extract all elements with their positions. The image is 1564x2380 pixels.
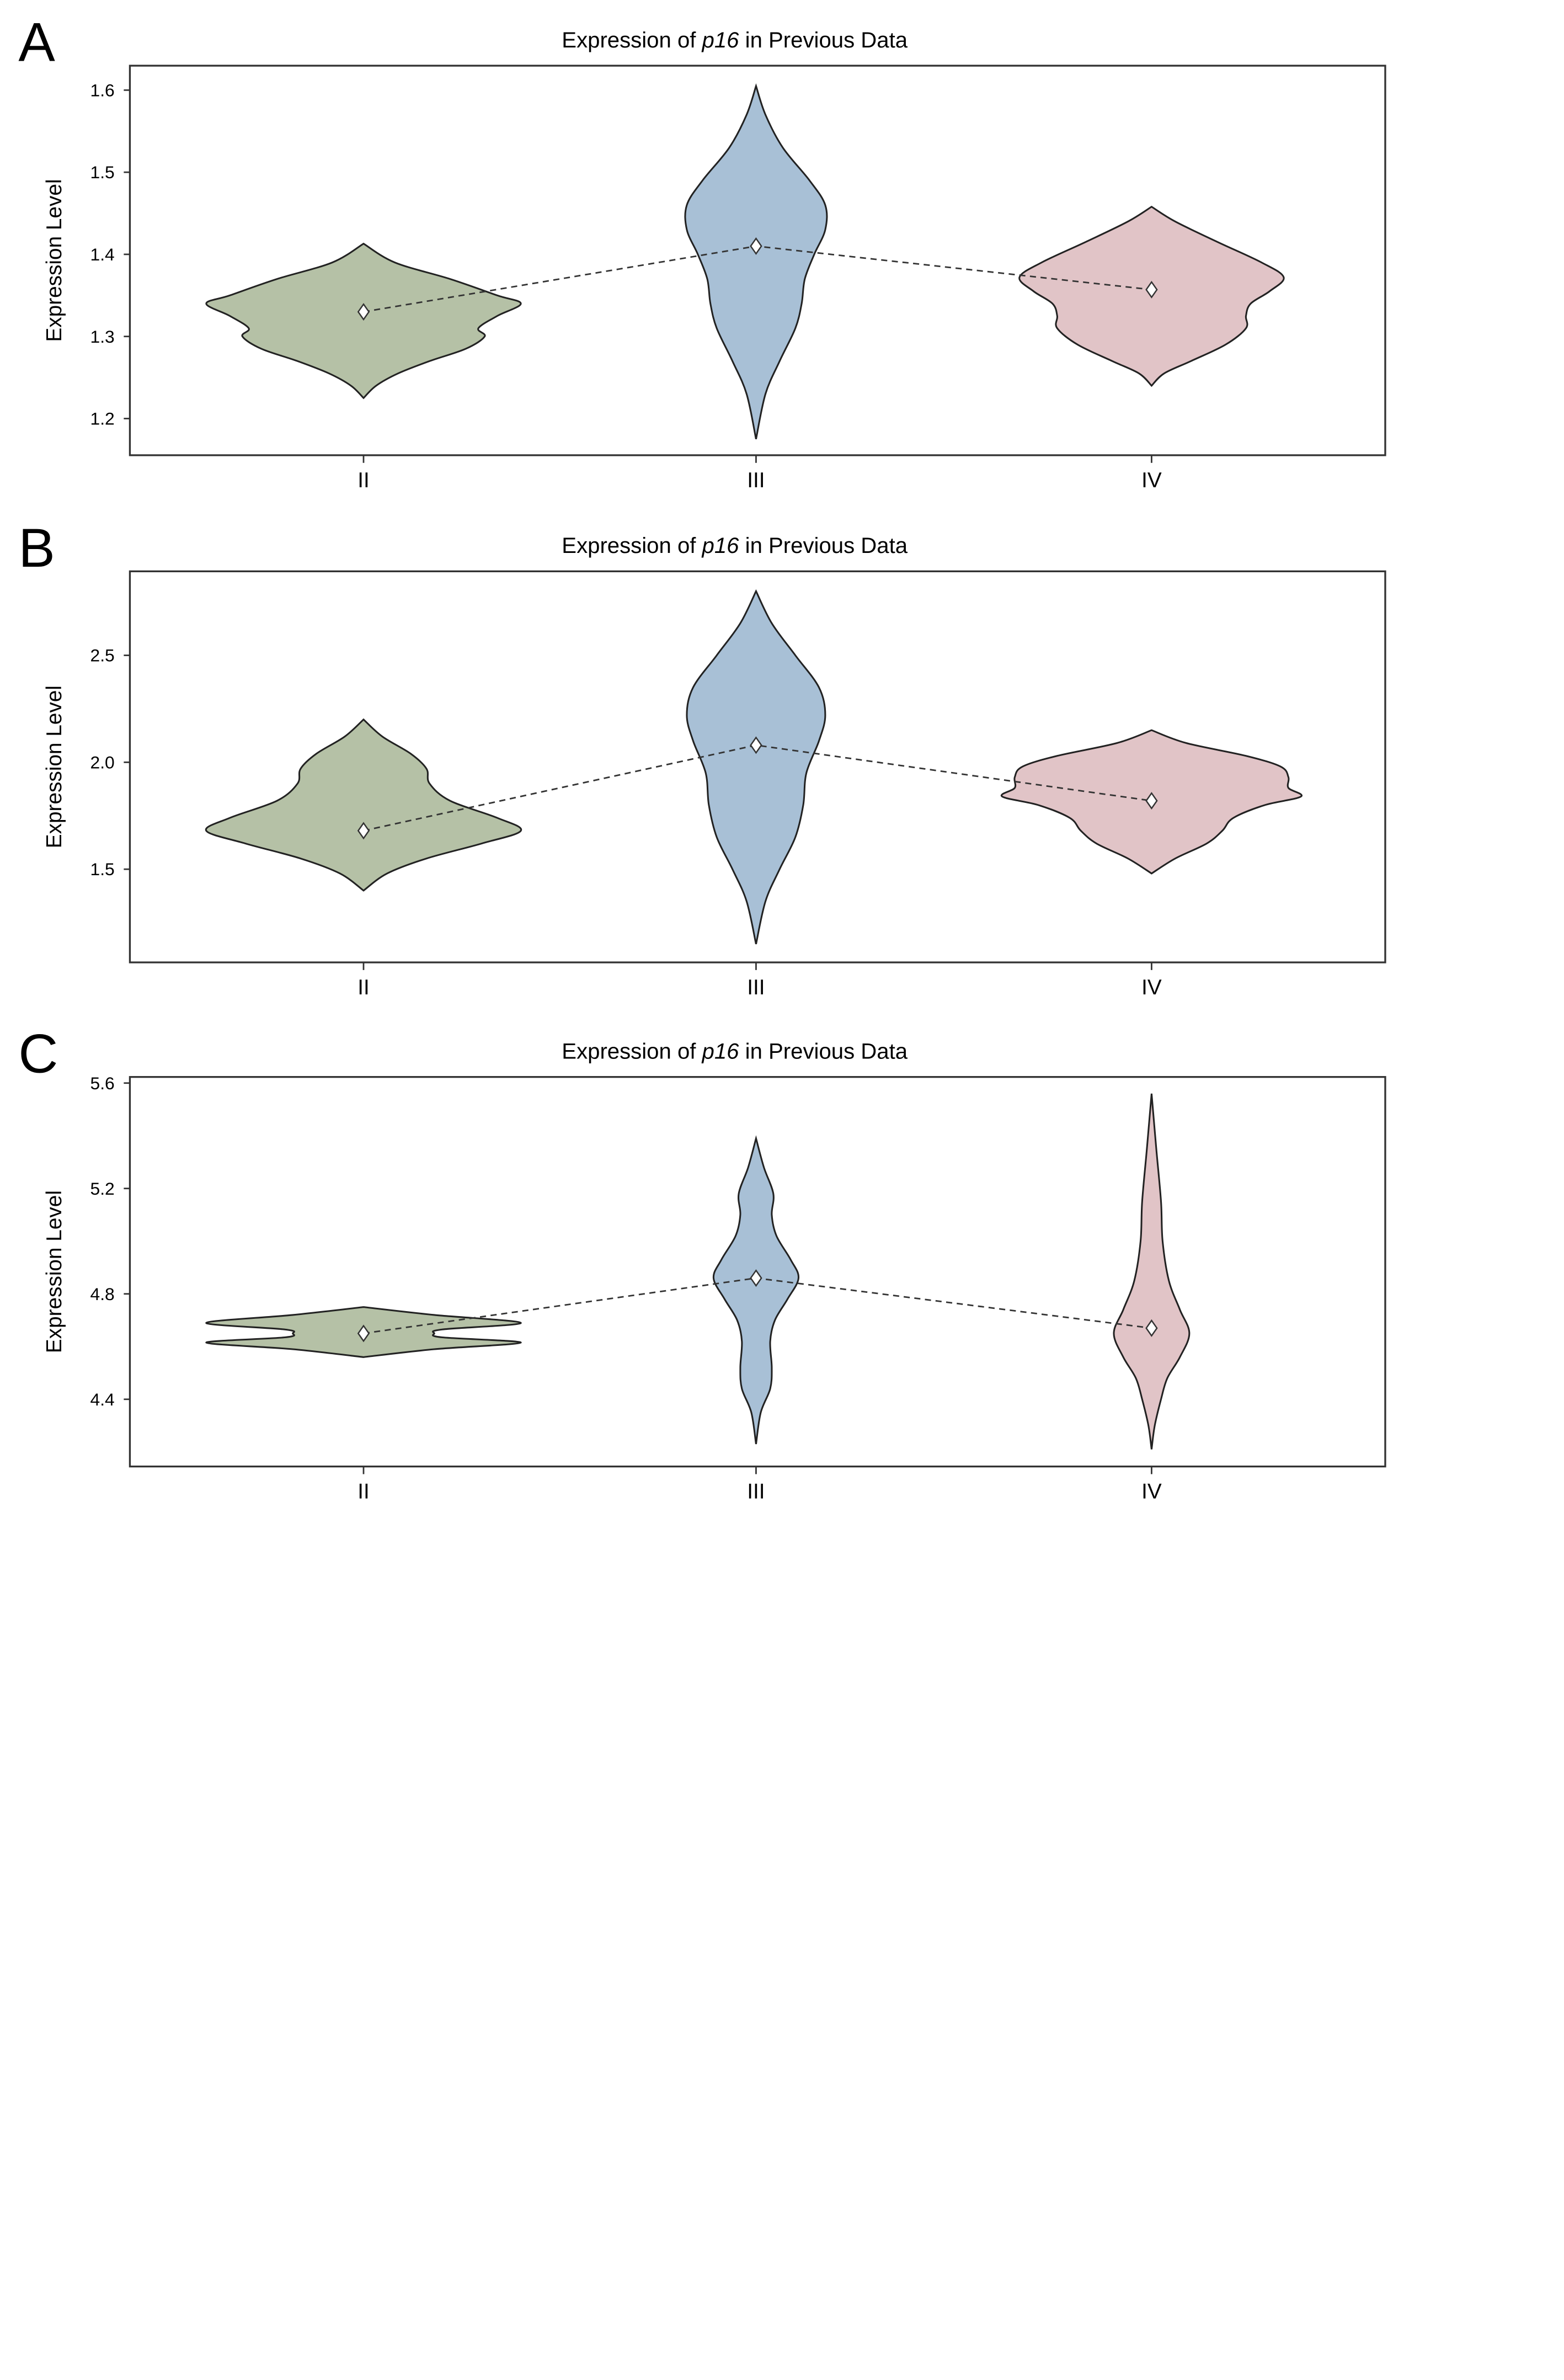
title-gene: p16 — [702, 28, 740, 52]
violin-IV — [1113, 1093, 1191, 1450]
violin-II — [205, 718, 522, 892]
x-tick-label: II — [357, 468, 370, 492]
chart-title: Expression of p16 in Previous Data — [562, 1039, 908, 1063]
y-tick-label: 1.5 — [90, 859, 115, 879]
y-tick-label: 2.0 — [90, 752, 115, 772]
mean-trend-line — [363, 744, 1152, 832]
violin-II — [205, 242, 522, 400]
x-tick-label: IV — [1141, 468, 1162, 492]
chart-title: Expression of p16 in Previous Data — [562, 28, 908, 52]
title-gene: p16 — [702, 533, 740, 558]
x-tick-label: IV — [1141, 1480, 1162, 1504]
y-tick-label: 1.3 — [90, 327, 115, 347]
y-axis-label: Expression Level — [42, 179, 66, 342]
mean-marker-III — [750, 1269, 762, 1287]
y-axis-label: Expression Level — [42, 685, 66, 848]
x-tick-label: III — [747, 1480, 765, 1504]
y-tick-label: 5.2 — [90, 1179, 115, 1199]
y-tick-label: 4.4 — [90, 1389, 115, 1409]
mean-marker-IV — [1145, 280, 1158, 299]
mean-marker-II — [357, 822, 370, 840]
title-prefix: Expression of — [562, 533, 702, 558]
title-gene: p16 — [702, 1039, 740, 1063]
mean-marker-III — [750, 736, 762, 754]
violin-III — [712, 1135, 799, 1445]
title-suffix: in Previous Data — [739, 1039, 908, 1063]
x-tick-label: IV — [1141, 976, 1162, 999]
x-tick-label: II — [357, 976, 370, 999]
y-tick-label: 1.5 — [90, 162, 115, 182]
panel-label: C — [18, 1023, 58, 1084]
panel-label: B — [18, 518, 55, 579]
panel-A: A Expression of p16 in Previous DataExpre… — [18, 12, 1386, 492]
title-suffix: in Previous Data — [739, 28, 908, 52]
y-tick-label: 4.8 — [90, 1284, 115, 1304]
mean-marker-IV — [1145, 792, 1158, 810]
mean-marker-III — [750, 237, 762, 255]
mean-marker-II — [357, 1324, 370, 1343]
title-suffix: in Previous Data — [739, 533, 908, 558]
y-tick-label: 2.5 — [90, 646, 115, 665]
x-tick-label: III — [747, 468, 765, 492]
x-tick-label: II — [357, 1480, 370, 1504]
y-tick-label: 1.4 — [90, 244, 115, 264]
panel-B: B Expression of p16 in Previous DataExpre… — [18, 518, 1386, 999]
panel-label: A — [18, 12, 55, 73]
chart-title: Expression of p16 in Previous Data — [562, 533, 908, 558]
mean-marker-II — [357, 303, 370, 321]
y-tick-label: 1.2 — [90, 409, 115, 429]
violin-III — [686, 589, 826, 945]
mean-marker-IV — [1145, 1319, 1158, 1337]
x-tick-label: III — [747, 976, 765, 999]
title-prefix: Expression of — [562, 28, 702, 52]
y-tick-label: 1.6 — [90, 80, 115, 100]
y-tick-label: 5.6 — [90, 1073, 115, 1093]
panel-C: C Expression of p16 in Previous DataExpre… — [18, 1023, 1386, 1504]
y-axis-label: Expression Level — [42, 1190, 66, 1353]
title-prefix: Expression of — [562, 1039, 702, 1063]
violin-III — [684, 83, 828, 440]
